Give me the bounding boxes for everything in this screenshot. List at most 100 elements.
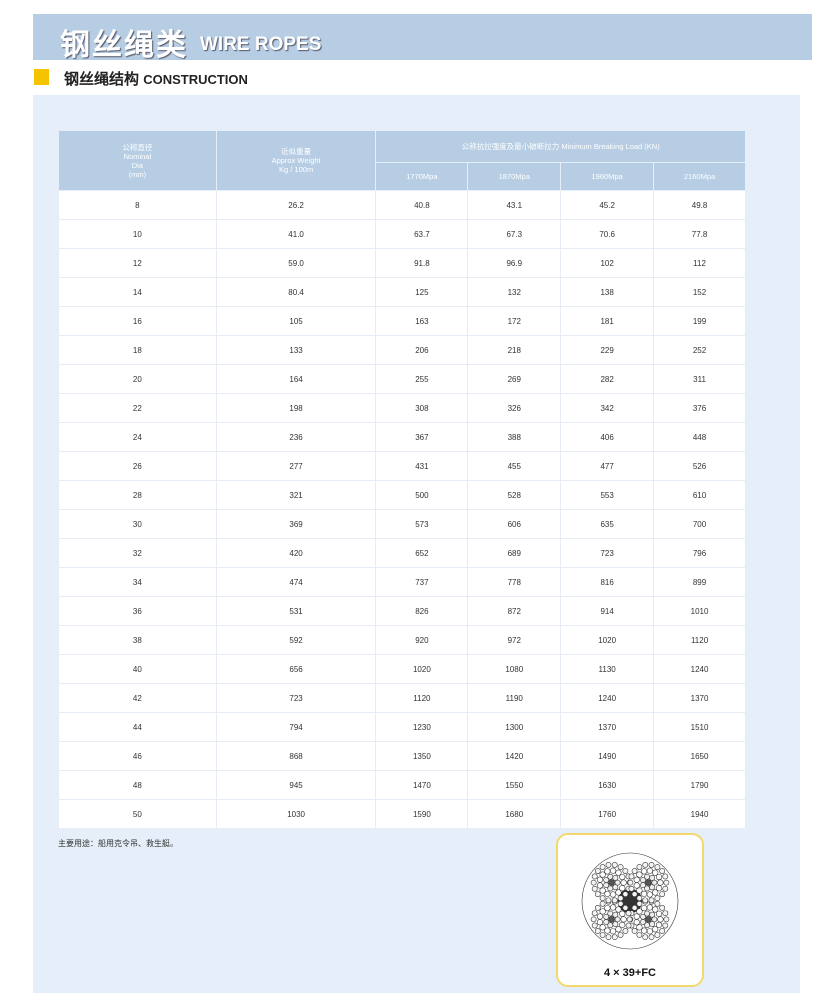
table-row: 50 1030 1590 1680 1760 1940 — [58, 799, 746, 829]
wire — [651, 916, 658, 923]
header-load: 公称抗拉强度及最小破断拉力 Minimum Breaking Load (KN) — [375, 130, 746, 163]
wire — [636, 900, 643, 907]
table-row: 42 723 1120 1190 1240 1370 — [58, 683, 746, 713]
usage-note: 主要用途：船用克令吊、救生艇。 — [58, 839, 178, 848]
table-cell: 1420 — [467, 741, 562, 771]
table-cell: 689 — [467, 538, 562, 568]
wire — [599, 887, 606, 894]
table-cell: 70.6 — [560, 219, 655, 249]
header-dia: 公称直径 Nominal Dia (mm) — [58, 130, 217, 191]
wire — [599, 932, 606, 938]
wire — [646, 904, 653, 911]
table-cell: 14 — [58, 277, 217, 307]
table-cell: 477 — [560, 451, 655, 481]
table-cell: 38 — [58, 625, 217, 655]
table-cell: 1080 — [467, 654, 562, 684]
wire — [644, 910, 650, 917]
header-weight: 近似重量 Approx Weight Kg / 100m — [215, 130, 377, 191]
table-cell: 40 — [58, 654, 217, 684]
table-cell: 1790 — [653, 770, 746, 800]
wire — [615, 906, 622, 913]
page-banner: 钢丝绳类 WIRE ROPES — [33, 14, 812, 62]
wire — [591, 910, 598, 917]
table-cell: 656 — [215, 654, 377, 684]
table-cell: 920 — [375, 625, 469, 655]
table-cell: 1680 — [467, 799, 562, 829]
wire — [620, 916, 627, 923]
table-cell: 1370 — [560, 712, 655, 742]
table-cell: 342 — [560, 393, 655, 423]
table-cell: 1350 — [375, 741, 469, 771]
wire — [607, 910, 614, 917]
wire — [644, 922, 650, 929]
table-cell: 30 — [58, 509, 217, 539]
wire — [594, 891, 601, 898]
table-cell: 36 — [58, 596, 217, 626]
table-cell: 500 — [375, 480, 469, 510]
table-cell: 198 — [215, 393, 377, 423]
wire — [633, 919, 640, 926]
table-cell: 20 — [58, 364, 217, 394]
table-row: 24 236 367 388 406 448 — [58, 422, 746, 452]
wire — [596, 919, 604, 926]
wire — [599, 924, 606, 931]
wire — [649, 911, 656, 918]
table-row: 10 41.0 63.7 67.3 70.6 77.8 — [58, 219, 746, 249]
table-cell: 592 — [215, 625, 377, 655]
wire — [655, 910, 663, 917]
table-cell: 18 — [58, 335, 217, 365]
table-cell: 32 — [58, 538, 217, 568]
table-cell: 1510 — [653, 712, 746, 742]
wire — [611, 861, 618, 868]
wire — [662, 910, 669, 917]
table-row: 30 369 573 606 635 700 — [58, 509, 746, 539]
table-cell: 1370 — [653, 683, 746, 713]
table-cell: 229 — [560, 335, 655, 365]
wire — [648, 861, 655, 868]
table-cell: 45.2 — [560, 190, 655, 220]
table-cell: 531 — [215, 596, 377, 626]
wire — [619, 873, 626, 881]
table-cell: 1590 — [375, 799, 469, 829]
wire — [620, 879, 627, 886]
wire — [611, 897, 618, 904]
wire — [627, 879, 634, 886]
wire — [645, 879, 652, 886]
wire — [642, 934, 649, 941]
wire — [625, 910, 632, 917]
table-cell: 311 — [653, 364, 746, 394]
table-cell: 553 — [560, 480, 655, 510]
wire — [652, 869, 659, 876]
wire — [594, 928, 601, 934]
wire — [636, 924, 643, 931]
wire — [640, 882, 646, 889]
wire — [655, 885, 663, 892]
table-row: 12 59.0 91.8 96.9 102 112 — [58, 248, 746, 278]
wire — [655, 921, 663, 929]
table-cell: 218 — [467, 335, 562, 365]
wire — [611, 934, 618, 941]
table-row: 32 420 652 689 723 796 — [58, 538, 746, 568]
wire — [605, 861, 612, 868]
wire — [652, 926, 659, 933]
wire — [603, 877, 610, 883]
wire — [636, 895, 643, 902]
table-cell: 40.8 — [375, 190, 469, 220]
table-cell: 282 — [560, 364, 655, 394]
banner-title-en: WIRE ROPES — [200, 34, 322, 55]
table-cell: 277 — [215, 451, 377, 481]
wire — [631, 928, 638, 934]
wire — [641, 905, 648, 912]
table-cell: 28 — [58, 480, 217, 510]
table-cell: 737 — [375, 567, 469, 597]
header-grade: 1960Mpa — [560, 162, 655, 191]
wire — [626, 916, 633, 923]
wire — [622, 928, 629, 934]
wire — [641, 927, 648, 934]
table-cell: 102 — [560, 248, 655, 278]
wire — [608, 916, 615, 923]
table-cell: 44 — [58, 712, 217, 742]
wire — [607, 885, 614, 892]
table-row: 40 656 1020 1080 1130 1240 — [58, 654, 746, 684]
table-cell: 420 — [215, 538, 377, 568]
